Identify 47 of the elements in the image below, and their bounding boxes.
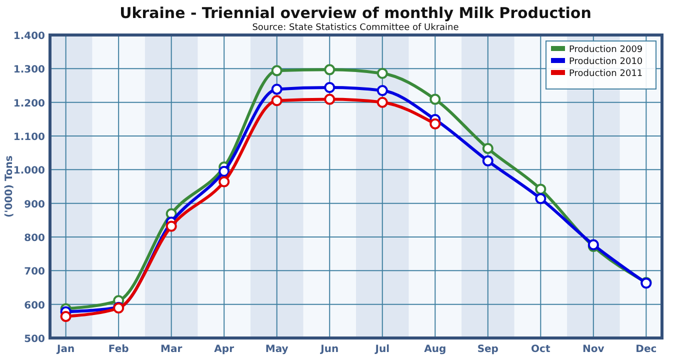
point: [218, 176, 230, 188]
x-tick-label: Sep: [477, 344, 498, 355]
y-axis-title: ('000) Tons: [4, 155, 15, 218]
x-tick-label: Jul: [374, 344, 390, 355]
x-tick-label: Aug: [424, 344, 446, 355]
y-tick-label: 500: [24, 334, 46, 345]
point: [376, 96, 388, 108]
point: [324, 94, 336, 105]
point: [482, 155, 494, 166]
point: [60, 310, 72, 322]
point: [376, 68, 388, 79]
y-tick-label: 800: [24, 233, 46, 244]
point: [430, 94, 441, 105]
x-tick-label: Oct: [531, 344, 550, 355]
y-tick-label: 1.200: [13, 98, 46, 110]
legend-label: Production 2010: [569, 57, 643, 67]
point: [376, 85, 388, 96]
point: [482, 142, 494, 154]
chart-subtitle: Source: State Statistics Committee of Ukraine: [252, 23, 460, 33]
x-tick-label: Dec: [636, 344, 657, 355]
point: [535, 193, 546, 204]
y-tick-label: 1.400: [13, 31, 46, 42]
x-tick-label: Feb: [108, 344, 129, 355]
x-tick-label: Jun: [320, 344, 339, 355]
point: [166, 220, 177, 232]
point: [271, 84, 282, 95]
point: [324, 82, 336, 94]
y-tick-label: 900: [24, 199, 46, 210]
y-tick-label: 700: [24, 266, 46, 278]
y-tick-label: 1.300: [13, 64, 46, 76]
point: [271, 95, 282, 106]
y-tick-label: 1.100: [13, 132, 46, 143]
legend-label: Production 2009: [569, 45, 643, 55]
point: [271, 65, 282, 76]
y-tick-label: 600: [24, 300, 46, 312]
x-tick-label: Nov: [582, 344, 605, 355]
point: [430, 118, 441, 130]
chart-title: Ukraine - Triennial overview of monthly Milk Production: [120, 4, 592, 22]
x-tick-label: Mar: [160, 344, 182, 355]
x-tick-label: May: [265, 344, 289, 355]
point: [535, 184, 546, 195]
x-tick-label: Jan: [56, 344, 75, 355]
point: [324, 64, 336, 76]
legend-label: Production 2011: [569, 69, 643, 79]
y-tick-label: 1.000: [13, 166, 46, 177]
x-tick-label: Apr: [214, 344, 234, 355]
point: [218, 166, 230, 177]
